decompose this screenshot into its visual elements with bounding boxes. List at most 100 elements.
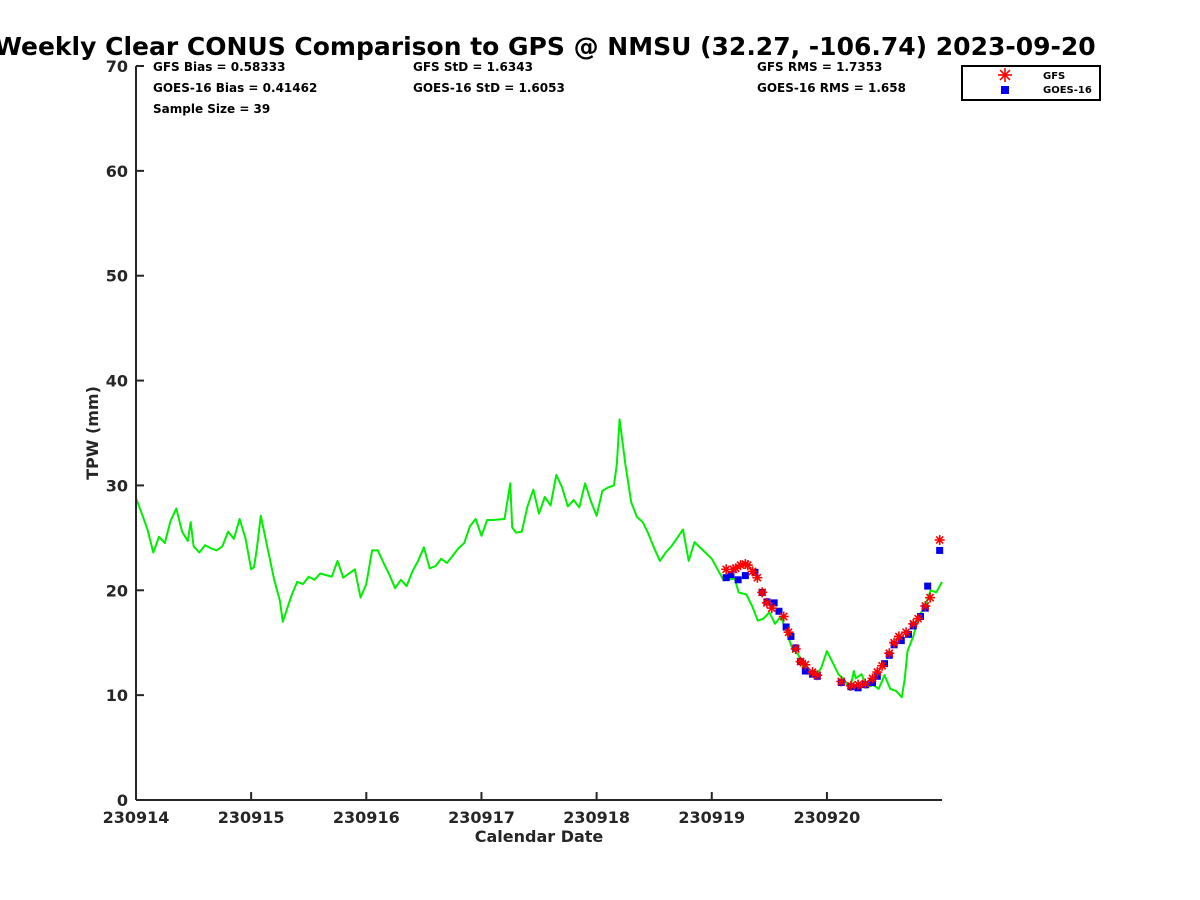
gfs-point <box>925 592 936 603</box>
goes16-point <box>751 568 759 576</box>
goes16-point <box>782 623 790 631</box>
goes16-point <box>727 571 735 579</box>
x-tick-label: 230920 <box>794 808 861 827</box>
goes16-point <box>775 607 783 615</box>
gfs-star-stroke <box>846 681 856 690</box>
gfs-point <box>812 670 823 681</box>
gfs-point <box>747 566 758 577</box>
y-tick-label: 0 <box>117 791 128 810</box>
gfs-star-stroke <box>873 667 882 677</box>
y-tick-label: 30 <box>106 476 128 495</box>
y-tick-label: 60 <box>106 162 128 181</box>
x-tick-label: 230918 <box>563 808 630 827</box>
gps-series-line <box>135 418 943 699</box>
goes16-point <box>936 546 944 554</box>
gfs-point <box>783 627 794 638</box>
gfs-std: GFS StD = 1.6343 <box>413 60 533 74</box>
gfs-star-stroke <box>925 593 935 602</box>
gfs-star-stroke <box>999 69 1011 81</box>
goes-bias: GOES-16 Bias = 0.41462 <box>153 81 317 95</box>
x-tick-label: 230916 <box>333 808 400 827</box>
gfs-star-stroke <box>808 667 817 677</box>
goes16-point <box>787 632 795 640</box>
legend-goes-label: GOES-16 <box>1043 85 1092 96</box>
plot-area <box>135 418 945 699</box>
gfs-point <box>872 667 883 678</box>
gfs-point <box>742 560 753 571</box>
y-tick-label: 40 <box>106 372 128 391</box>
gfs-star-stroke <box>801 660 810 669</box>
x-tick-label: 230919 <box>678 808 745 827</box>
gfs-point <box>934 534 945 545</box>
legend-gfs-marker <box>998 68 1012 82</box>
gfs-point <box>757 587 768 598</box>
gfs-point <box>889 637 900 648</box>
y-tick-label: 10 <box>106 686 128 705</box>
gfs-star-stroke <box>885 649 894 658</box>
gfs-star-stroke <box>901 628 911 637</box>
goes-std: GOES-16 StD = 1.6053 <box>413 81 565 95</box>
gfs-star-stroke <box>921 601 930 611</box>
goes16-point <box>897 637 905 645</box>
goes-rms: GOES-16 RMS = 1.658 <box>757 81 906 95</box>
gfs-star-stroke <box>861 679 870 688</box>
gfs-point <box>836 676 847 687</box>
gfs-star-stroke <box>868 674 877 683</box>
gfs-point <box>877 660 888 671</box>
stats-block: GFS Bias = 0.58333 GOES-16 Bias = 0.4146… <box>153 60 906 116</box>
gfs-point <box>867 673 878 684</box>
gfs-bias: GFS Bias = 0.58333 <box>153 60 285 74</box>
gfs-point <box>920 601 931 612</box>
legend: GFS GOES-16 <box>961 65 1101 101</box>
legend-goes-marker <box>1001 86 1009 94</box>
gfs-star-stroke <box>854 680 863 689</box>
x-tick-label: 230914 <box>103 808 170 827</box>
x-tick-label: 230915 <box>218 808 285 827</box>
gfs-point <box>800 659 811 670</box>
y-tick-label: 20 <box>106 581 128 600</box>
gfs-point <box>884 648 895 659</box>
gfs-star-stroke <box>736 561 745 570</box>
gfs-rms: GFS RMS = 1.7353 <box>757 60 882 74</box>
gfs-star-stroke <box>779 612 788 621</box>
goes16-point <box>741 572 749 580</box>
gfs-star-stroke <box>758 588 767 597</box>
gfs-star-stroke <box>913 614 923 623</box>
axes: 0 10 20 30 40 50 60 70 230914 230915 230916 230917 2… <box>103 57 942 827</box>
y-tick-label: 70 <box>106 57 128 76</box>
goes16-point <box>722 574 730 582</box>
gfs-point <box>766 603 777 614</box>
x-axis-label: Calendar Date <box>475 827 604 846</box>
legend-gfs-star <box>998 68 1012 82</box>
goes16-point <box>801 667 809 675</box>
x-tick-label: 230917 <box>448 808 515 827</box>
gfs-point <box>893 631 904 642</box>
y-axis-label: TPW (mm) <box>83 386 102 480</box>
gfs-point <box>845 680 856 691</box>
gfs-star-stroke <box>894 632 903 641</box>
legend-gfs-label: GFS <box>1043 71 1065 82</box>
gfs-star-stroke <box>784 628 793 637</box>
gfs-star-stroke <box>753 573 762 582</box>
goes16-point <box>770 599 778 607</box>
gfs-point <box>913 613 924 624</box>
gfs-star-stroke <box>791 644 800 654</box>
gfs-star-stroke <box>796 657 805 666</box>
gfs-point <box>790 644 801 655</box>
gfs-point <box>752 572 763 583</box>
gfs-star-stroke <box>743 561 752 570</box>
gfs-star-stroke <box>878 661 887 670</box>
goes16-point <box>734 576 742 584</box>
gfs-point <box>853 679 864 690</box>
gfs-star-stroke <box>935 535 944 545</box>
gfs-star-stroke <box>837 677 846 686</box>
legend-box <box>961 65 1101 101</box>
chart-title: Weekly Clear CONUS Comparison to GPS @ N… <box>0 32 1096 61</box>
gfs-star-stroke <box>767 604 776 613</box>
gfs-star-stroke <box>748 567 757 576</box>
gfs-star-stroke <box>722 565 731 574</box>
gfs-star-stroke <box>889 638 899 647</box>
gfs-point <box>860 678 871 689</box>
gfs-point <box>778 611 789 622</box>
